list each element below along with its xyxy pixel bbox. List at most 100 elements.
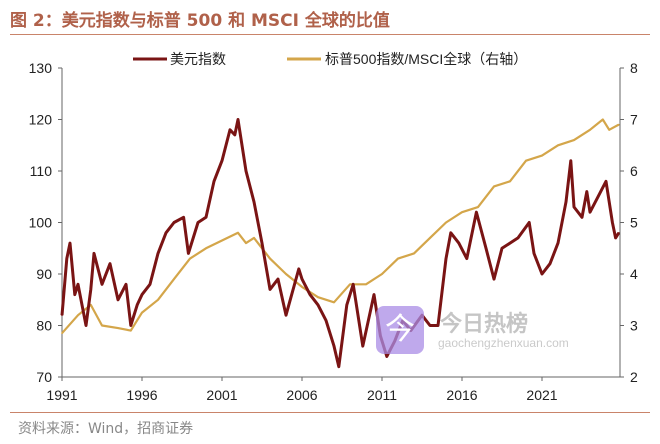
- left-tick-label: 90: [36, 266, 52, 282]
- x-tick-label: 2011: [367, 387, 397, 403]
- data-point-dollar-index: [557, 242, 559, 244]
- data-point-dollar-index: [466, 257, 468, 260]
- data-point-spx-msci-ratio: [141, 311, 143, 314]
- data-point-dollar-index: [136, 304, 138, 306]
- x-tick-label: 1991: [46, 387, 77, 403]
- right-tick-label: 3: [630, 318, 638, 334]
- data-point-spx-msci-ratio: [130, 329, 132, 332]
- data-point-spx-msci-ratio: [525, 159, 527, 162]
- data-point-spx-msci-ratio: [493, 185, 495, 188]
- data-point-dollar-index: [475, 211, 478, 213]
- data-point-dollar-index: [352, 283, 355, 286]
- data-point-dollar-index: [213, 180, 215, 183]
- data-point-spx-msci-ratio: [618, 123, 620, 126]
- data-point-dollar-index: [205, 216, 207, 219]
- data-point-spx-msci-ratio: [101, 324, 103, 327]
- data-point-dollar-index: [565, 201, 567, 203]
- data-point-dollar-index: [165, 232, 167, 234]
- data-point-spx-msci-ratio: [365, 283, 367, 286]
- x-tick-label: 2001: [206, 387, 237, 403]
- data-point-spx-msci-ratio: [413, 252, 415, 255]
- data-point-dollar-index: [109, 262, 111, 265]
- x-tick-label: 1996: [126, 387, 157, 403]
- data-point-dollar-index: [229, 129, 231, 131]
- right-tick-label: 5: [630, 215, 638, 231]
- data-point-dollar-index: [611, 221, 614, 224]
- data-point-dollar-index: [237, 118, 239, 121]
- data-point-spx-msci-ratio: [117, 327, 119, 329]
- watermark-url: gaochengzhenxuan.com: [438, 336, 569, 350]
- data-point-spx-msci-ratio: [301, 286, 303, 288]
- right-tick-label: 8: [630, 60, 638, 76]
- x-tick-label: 2006: [286, 387, 317, 403]
- data-point-spx-msci-ratio: [157, 298, 159, 301]
- figure-title: 图 2：美元指数与标普 500 和 MSCI 全球的比值: [10, 11, 390, 31]
- data-point-dollar-index: [149, 283, 151, 286]
- data-point-dollar-index: [589, 211, 591, 213]
- left-tick-label: 70: [36, 369, 52, 385]
- data-point-dollar-index: [234, 134, 236, 136]
- data-point-spx-msci-ratio: [333, 301, 335, 304]
- data-point-dollar-index: [253, 201, 255, 203]
- data-point-spx-msci-ratio: [205, 247, 207, 250]
- series-line-dollar-index: [60, 118, 621, 369]
- data-point-dollar-index: [445, 257, 447, 260]
- data-point-dollar-index: [245, 170, 247, 172]
- data-point-dollar-index: [541, 273, 543, 275]
- data-point-spx-msci-ratio: [245, 242, 247, 244]
- data-point-spx-msci-ratio: [429, 237, 431, 239]
- source-divider: [10, 412, 650, 413]
- data-point-dollar-index: [501, 247, 503, 250]
- data-point-dollar-index: [597, 195, 599, 198]
- data-point-dollar-index: [429, 324, 431, 327]
- data-point-spx-msci-ratio: [189, 257, 191, 260]
- legend-label: 美元指数: [170, 51, 226, 67]
- data-point-dollar-index: [373, 293, 375, 296]
- data-point-dollar-index: [549, 262, 551, 265]
- data-point-dollar-index: [533, 252, 535, 255]
- data-point-spx-msci-ratio: [285, 273, 287, 275]
- data-point-spx-msci-ratio: [602, 118, 604, 121]
- left-tick-label: 120: [29, 112, 53, 128]
- data-point-spx-msci-ratio: [477, 206, 479, 208]
- data-point-spx-msci-ratio: [173, 278, 175, 280]
- data-point-spx-msci-ratio: [445, 221, 447, 224]
- data-point-spx-msci-ratio: [608, 129, 610, 131]
- data-point-dollar-index: [157, 252, 159, 255]
- data-point-dollar-index: [458, 242, 460, 244]
- x-tick-label: 2021: [526, 387, 557, 403]
- data-point-dollar-index: [277, 278, 279, 280]
- data-point-dollar-index: [317, 304, 319, 306]
- data-point-spx-msci-ratio: [221, 239, 223, 242]
- data-point-dollar-index: [618, 232, 620, 234]
- data-point-dollar-index: [61, 314, 63, 317]
- data-point-spx-msci-ratio: [90, 304, 92, 306]
- data-point-dollar-index: [77, 283, 79, 286]
- right-tick-label: 4: [630, 266, 638, 282]
- data-point-dollar-index: [269, 288, 271, 291]
- data-point-dollar-index: [197, 221, 199, 224]
- data-point-dollar-index: [346, 304, 348, 306]
- left-tick-label: 110: [30, 163, 53, 179]
- data-point-dollar-index: [301, 278, 303, 280]
- right-tick-label: 6: [630, 163, 638, 179]
- data-point-dollar-index: [605, 180, 607, 183]
- right-tick-label: 7: [630, 112, 638, 128]
- title-divider: [10, 34, 650, 35]
- data-point-spx-msci-ratio: [237, 232, 239, 234]
- data-point-dollar-index: [614, 237, 617, 239]
- data-point-spx-msci-ratio: [61, 332, 63, 335]
- data-point-dollar-index: [261, 242, 263, 244]
- data-point-spx-msci-ratio: [381, 273, 383, 275]
- data-point-spx-msci-ratio: [557, 144, 559, 147]
- left-tick-label: 80: [36, 318, 52, 334]
- data-point-dollar-index: [338, 365, 340, 368]
- data-point-dollar-index: [570, 159, 572, 162]
- data-point-dollar-index: [93, 252, 95, 255]
- data-point-dollar-index: [66, 257, 68, 260]
- data-point-dollar-index: [117, 298, 119, 301]
- data-point-spx-msci-ratio: [317, 296, 319, 298]
- data-point-dollar-index: [221, 159, 223, 162]
- left-tick-label: 100: [29, 215, 53, 231]
